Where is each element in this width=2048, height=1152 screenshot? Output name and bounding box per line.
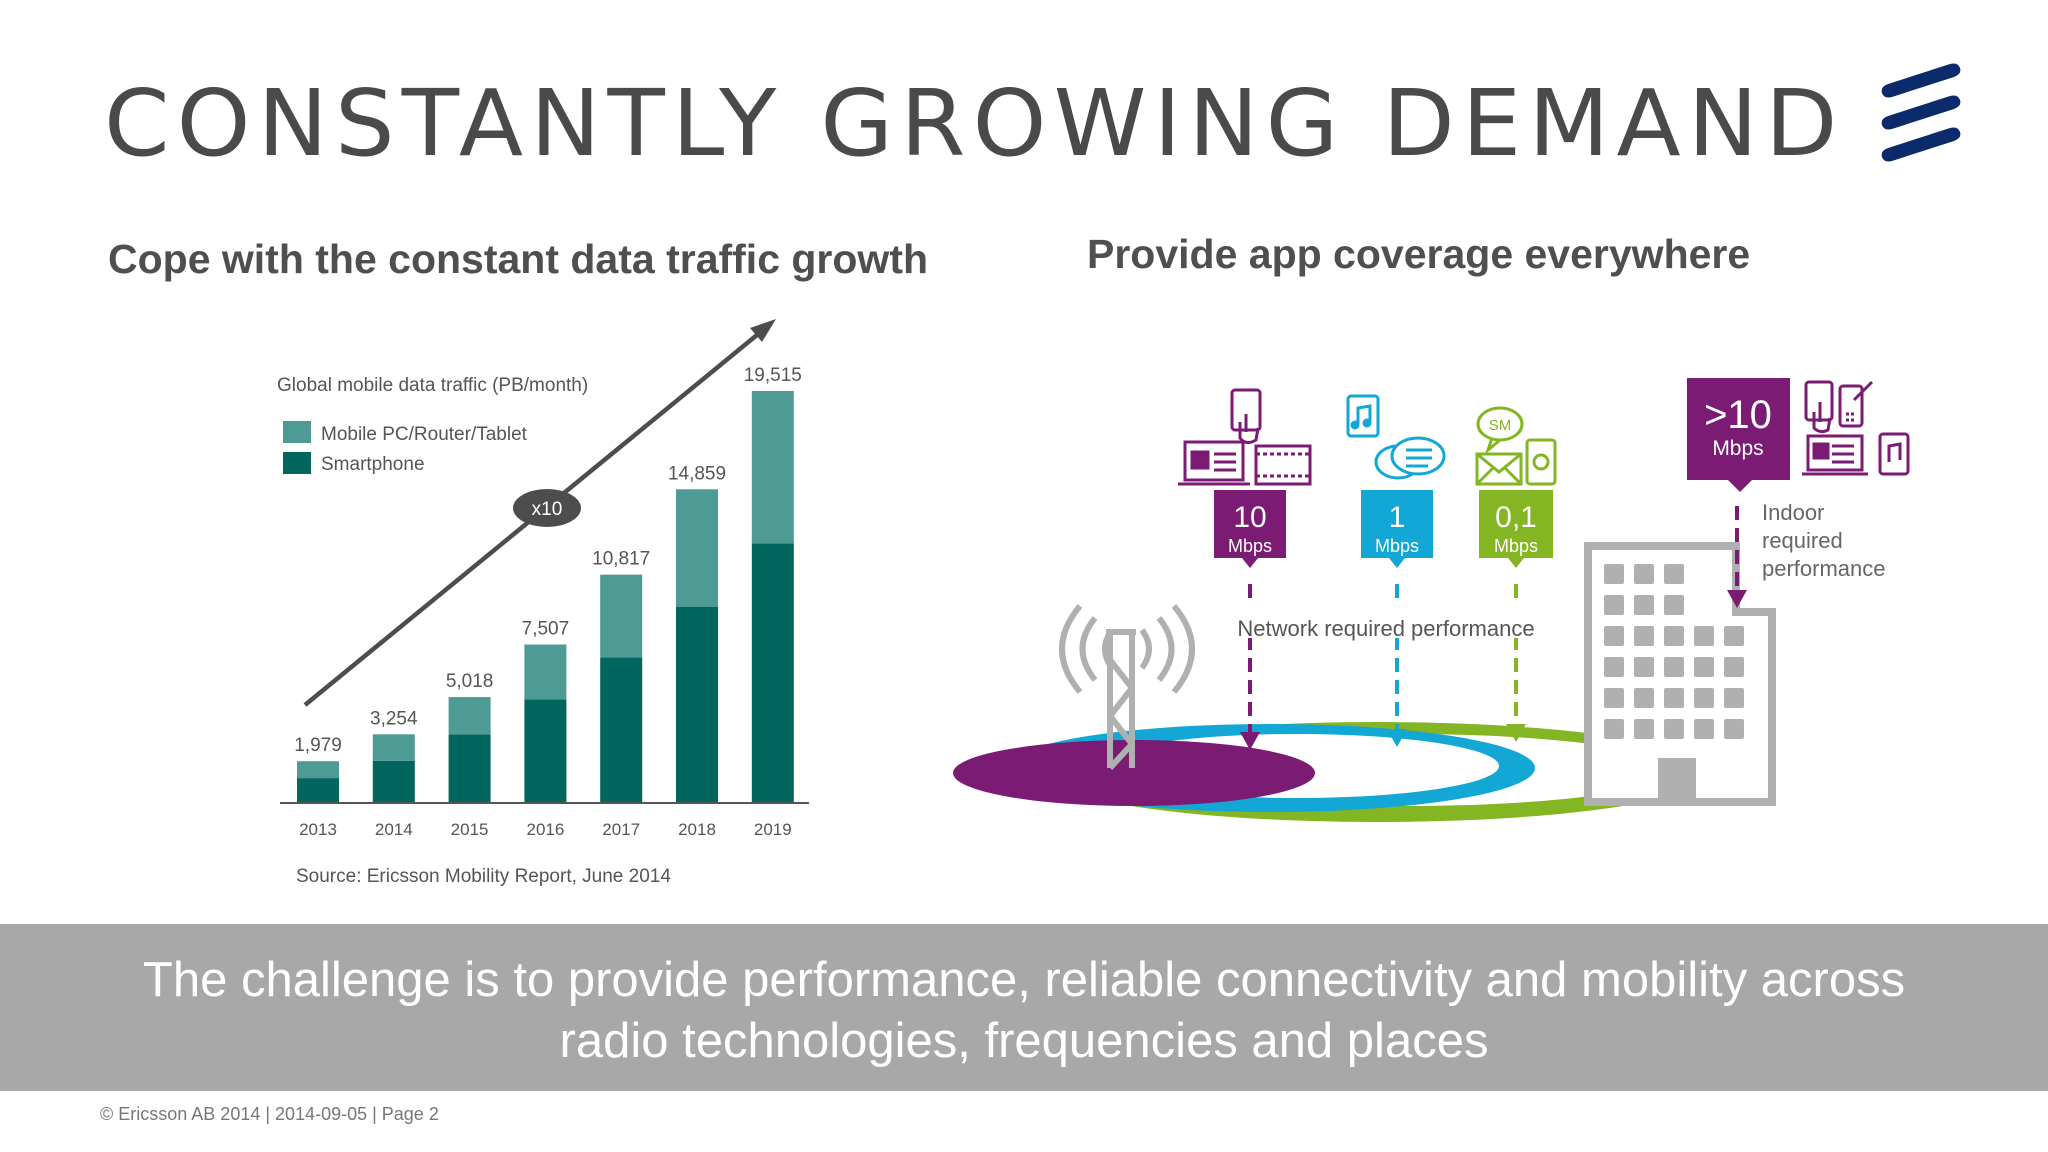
radio-tower-icon [1059, 604, 1195, 771]
legend-swatch-smartphone [283, 452, 311, 474]
bar-smartphone-2015 [448, 734, 491, 803]
x-tick-2017: 2017 [602, 820, 640, 839]
speed-tag-0-1: 0,1 Mbps [1479, 490, 1553, 568]
speed-tag-1: 1 Mbps [1361, 490, 1433, 568]
tablet-touch-icon [1230, 388, 1262, 445]
bar-smartphone-2017 [600, 657, 643, 803]
legend-label-pc: Mobile PC/Router/Tablet [321, 424, 528, 445]
indoor-music-icon [1878, 432, 1910, 476]
x-tick-2018: 2018 [678, 820, 716, 839]
laptop-profile-icon [1178, 440, 1250, 486]
bar-pc-2014 [372, 734, 415, 761]
indoor-tablet-touch-icon [1804, 380, 1834, 434]
ericsson-logo [1881, 63, 1961, 162]
bar-smartphone-2013 [297, 778, 339, 803]
indoor-label-line2: required [1762, 528, 1843, 553]
bar-smartphone-2018 [676, 606, 718, 803]
bar-smartphone-2019 [751, 543, 794, 803]
bar-pc-2016 [524, 644, 567, 700]
music-device-icon [1346, 394, 1380, 438]
bar-smartphone-2016 [524, 699, 567, 803]
bar-total-label-2015: 5,018 [446, 671, 494, 692]
indoor-label-line3: performance [1762, 556, 1886, 581]
legend-label-smartphone: Smartphone [321, 454, 425, 475]
bar-total-label-2014: 3,254 [370, 708, 418, 729]
footer-text: © Ericsson AB 2014 | 2014-09-05 | Page 2 [100, 1104, 439, 1124]
banner-line-2: radio technologies, frequencies and plac… [559, 1014, 1489, 1068]
chat-bubble-icon [1374, 436, 1446, 480]
challenge-banner: The challenge is to provide performance,… [0, 924, 2048, 1091]
indoor-phone-keypad-icon [1838, 380, 1874, 428]
bar-pc-2018 [676, 489, 718, 607]
bar-smartphone-2014 [372, 760, 415, 803]
chart-title: Global mobile data traffic (PB/month) [277, 375, 588, 396]
x-tick-2015: 2015 [451, 820, 489, 839]
bar-pc-2019 [751, 391, 794, 544]
slide-title: CONSTANTLY GROWING DEMAND [104, 70, 1845, 177]
x-tick-2013: 2013 [299, 820, 337, 839]
coverage-area-purple [953, 740, 1315, 806]
bar-total-label-2016: 7,507 [522, 619, 570, 640]
bar-pc-2013 [297, 761, 339, 779]
envelope-icon [1475, 452, 1523, 486]
banner-line-1: The challenge is to provide performance,… [142, 953, 1906, 1007]
speed-tag-indoor: >10 Mbps [1687, 378, 1790, 492]
left-heading: Cope with the constant data traffic grow… [108, 236, 929, 282]
email-at-icon [1525, 438, 1557, 486]
trend-label: x10 [532, 499, 563, 520]
legend-swatch-pc [283, 421, 311, 443]
trend-arrow-head [750, 319, 776, 342]
indoor-label-line1: Indoor [1762, 500, 1824, 525]
x-tick-2016: 2016 [526, 820, 564, 839]
speed-unit-1: Mbps [1375, 536, 1419, 556]
speed-unit-indoor: Mbps [1712, 437, 1763, 460]
bar-pc-2017 [600, 574, 643, 658]
bar-total-label-2018: 14,859 [668, 463, 726, 484]
speed-value-0-1: 0,1 [1495, 501, 1537, 534]
x-tick-2014: 2014 [375, 820, 413, 839]
bar-pc-2015 [448, 697, 491, 735]
bar-total-label-2019: 19,515 [744, 365, 802, 386]
chart-source: Source: Ericsson Mobility Report, June 2… [296, 866, 671, 887]
building-icon [1584, 542, 1776, 806]
sms-bubble-icon [1476, 406, 1524, 455]
bar-total-label-2017: 10,817 [592, 549, 650, 570]
network-performance-label: Network required performance [1237, 616, 1534, 641]
sms-label: SM [1489, 417, 1512, 434]
x-tick-2019: 2019 [754, 820, 792, 839]
speed-value-1: 1 [1389, 501, 1406, 534]
speed-unit-0-1: Mbps [1494, 536, 1538, 556]
speed-unit-10: Mbps [1228, 536, 1272, 556]
coverage-illustration: 10 Mbps 1 Mbps 0,1 Mbps >10 Mbps Network… [953, 378, 1910, 822]
traffic-chart: Global mobile data traffic (PB/month) Mo… [277, 319, 809, 887]
right-heading: Provide app coverage everywhere [1087, 231, 1751, 277]
speed-tag-10: 10 Mbps [1214, 490, 1286, 568]
speed-value-indoor: >10 [1704, 393, 1772, 437]
trend-badge [513, 489, 581, 527]
speed-value-10: 10 [1233, 501, 1266, 534]
film-strip-icon [1254, 444, 1312, 486]
indoor-laptop-icon [1802, 434, 1868, 476]
bar-total-label-2013: 1,979 [294, 735, 342, 756]
